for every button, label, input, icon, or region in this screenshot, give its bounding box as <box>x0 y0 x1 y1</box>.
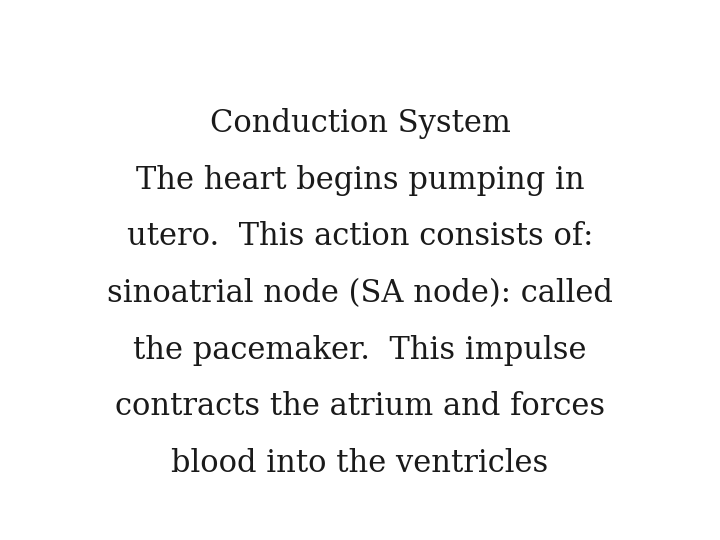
Text: contracts the atrium and forces: contracts the atrium and forces <box>115 392 605 422</box>
Text: utero.  This action consists of:: utero. This action consists of: <box>127 221 593 252</box>
Text: sinoatrial node (SA node): called: sinoatrial node (SA node): called <box>107 278 613 309</box>
Text: The heart begins pumping in: The heart begins pumping in <box>135 165 585 195</box>
Text: blood into the ventricles: blood into the ventricles <box>171 448 549 479</box>
Text: the pacemaker.  This impulse: the pacemaker. This impulse <box>133 335 587 366</box>
Text: Conduction System: Conduction System <box>210 108 510 139</box>
